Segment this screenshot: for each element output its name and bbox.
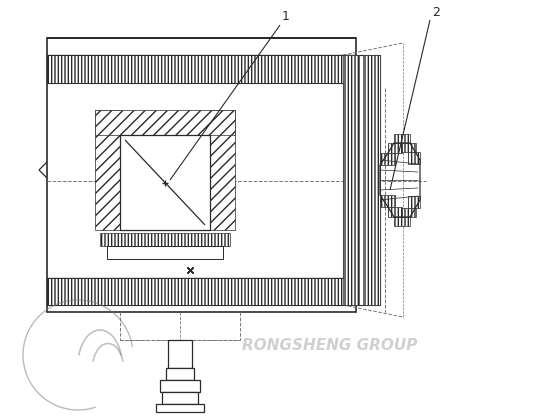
Bar (408, 196, 420, 208)
Bar (120, 135, 210, 230)
Bar (47, 38, 356, 312)
Bar (162, 392, 198, 404)
Bar (343, 55, 359, 305)
Bar (394, 217, 410, 226)
Bar (156, 404, 204, 412)
Bar (160, 380, 200, 392)
Bar (210, 110, 235, 230)
Bar (166, 368, 194, 380)
Bar (95, 110, 120, 230)
Bar (47, 55, 356, 83)
Bar (343, 55, 380, 305)
Bar (402, 208, 416, 217)
Bar (95, 110, 235, 135)
Bar (408, 152, 420, 164)
Bar (363, 55, 380, 305)
Bar (380, 153, 395, 165)
Bar (47, 278, 356, 305)
Bar (380, 195, 395, 207)
Bar (394, 134, 410, 143)
Bar (107, 246, 223, 259)
Bar (388, 207, 402, 217)
Bar (388, 143, 402, 153)
Text: 1: 1 (282, 10, 290, 23)
Bar (100, 233, 230, 246)
Bar (168, 340, 192, 368)
Text: 2: 2 (432, 6, 440, 19)
Bar (402, 143, 416, 152)
Text: RONGSHENG GROUP: RONGSHENG GROUP (242, 338, 418, 352)
